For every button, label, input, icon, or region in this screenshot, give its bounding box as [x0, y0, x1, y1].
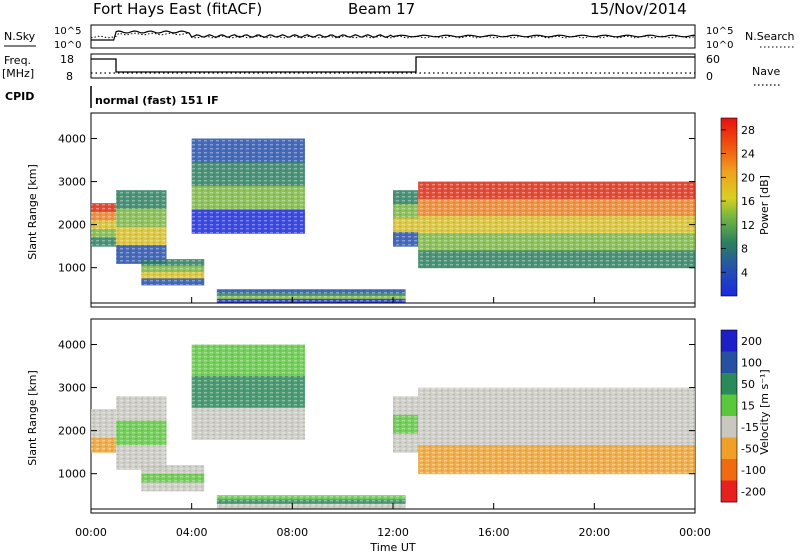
velocity-region-2-texture: [141, 465, 205, 491]
nsky-tick-bottom-left: 10^0: [54, 40, 81, 51]
power-colorbar-label: Power [dB]: [758, 175, 771, 235]
velocity-cb-block-0: [721, 330, 737, 352]
velocity-ytick-label-2: 3000: [58, 382, 86, 395]
nsky-tick-bottom-right: 10^0: [706, 40, 733, 51]
beam-label: Beam 17: [348, 0, 415, 18]
velocity-colorbar-ticks: 200 100 50 15 -15 -50 -100 -200: [741, 335, 766, 499]
time-tick-label-4: 16:00: [478, 526, 510, 539]
velocity-cb-label-6: -100: [741, 464, 766, 477]
power-colorbar-ticks: 4 8 12 16 20 24 28: [721, 124, 755, 279]
power-cb-label-0: 4: [741, 266, 748, 279]
nave-tick-60: 60: [706, 53, 720, 66]
velocity-cb-block-7: [721, 480, 737, 503]
velocity-ylabel: Slant Range [km]: [26, 370, 39, 466]
velocity-cb-block-2: [721, 373, 737, 395]
freq-tick-18: 18: [60, 53, 74, 66]
power-cb-label-2: 12: [741, 219, 755, 232]
power-cb-label-5: 24: [741, 148, 755, 161]
velocity-ytick-label-1: 2000: [58, 425, 86, 438]
velocity-region-4-texture: [216, 495, 406, 509]
nsearch-label: N.Search: [745, 30, 795, 43]
velocity-region-6-texture: [418, 387, 695, 474]
power-cb-label-3: 16: [741, 195, 755, 208]
power-region-1-texture: [116, 190, 167, 264]
velocity-cb-label-0: 200: [741, 335, 762, 348]
velocity-cb-label-4: -15: [741, 421, 759, 434]
nave-tick-0: 0: [706, 70, 713, 83]
velocity-cb-block-5: [721, 437, 737, 460]
power-x-ticks: [90, 297, 696, 303]
power-region-5-texture: [393, 190, 419, 247]
power-region-3-texture: [191, 138, 305, 234]
velocity-cb-label-7: -200: [741, 485, 766, 498]
power-ytick-label-3: 4000: [58, 133, 86, 146]
freq-unit: [MHz]: [2, 67, 34, 80]
power-cb-label-1: 8: [741, 243, 748, 256]
time-axis-title: Time UT: [369, 541, 415, 554]
velocity-cb-label-1: 100: [741, 356, 762, 369]
velocity-colorbar-label: Velocity [m s⁻¹]: [758, 369, 771, 454]
time-tick-label-1: 04:00: [176, 526, 208, 539]
cpid-label: CPID: [5, 90, 34, 103]
cpid-text: normal (fast) 151 IF: [95, 94, 219, 107]
velocity-ytick-label-0: 1000: [58, 468, 86, 481]
velocity-cb-label-2: 50: [741, 378, 755, 391]
nsky-line: [91, 30, 696, 41]
velocity-ytick-label-3: 4000: [58, 339, 86, 352]
velocity-cb-block-6: [721, 459, 737, 481]
velocity-cb-label-3: 15: [741, 399, 755, 412]
time-tick-label-5: 20:00: [578, 526, 610, 539]
velocity-cb-block-3: [721, 394, 737, 417]
velocity-cb-block-4: [721, 416, 737, 438]
power-y-axis: 1000 2000 3000 4000: [58, 133, 695, 275]
time-tick-label-2: 08:00: [276, 526, 308, 539]
time-tick-label-0: 00:00: [75, 526, 107, 539]
power-colorbar: [720, 117, 738, 297]
velocity-heatmap: [91, 344, 695, 509]
station-title: Fort Hays East (fitACF): [93, 0, 262, 18]
nsky-label: N.Sky: [4, 30, 36, 43]
power-cb-label-4: 20: [741, 171, 755, 184]
velocity-colorbar: [720, 329, 738, 503]
velocity-cb-block-1: [721, 351, 737, 374]
nsearch-line: [90, 32, 696, 39]
power-ylabel: Slant Range [km]: [26, 164, 39, 260]
freq-label: Freq.: [4, 54, 31, 67]
velocity-region-1-texture: [116, 396, 167, 470]
nsky-panel: [90, 24, 696, 49]
freq-tick-8: 8: [66, 70, 73, 83]
velocity-cb-frame: [720, 329, 738, 503]
time-tick-label-6: 00:00: [679, 526, 711, 539]
nsky-tick-top-right: 10^5: [706, 26, 733, 37]
velocity-y-axis: 1000 2000 3000 4000: [58, 339, 695, 481]
freq-step-line: [91, 56, 695, 73]
power-ytick-label-0: 1000: [58, 262, 86, 275]
velocity-region-5-texture: [393, 396, 419, 453]
power-ytick-label-2: 3000: [58, 176, 86, 189]
power-region-2-texture: [141, 259, 205, 285]
power-cb-label-6: 28: [741, 124, 755, 137]
power-region-4-texture: [216, 289, 406, 303]
velocity-region-3-texture: [191, 344, 305, 440]
power-region-6-texture: [418, 181, 695, 268]
date-label: 15/Nov/2014: [590, 0, 687, 18]
nave-label: Nave: [752, 65, 780, 78]
power-ytick-label-1: 2000: [58, 219, 86, 232]
time-axis-labels: 00:00 04:00 08:00 12:00 16:00 20:00 00:00: [75, 526, 711, 539]
time-tick-label-3: 12:00: [377, 526, 409, 539]
nsky-tick-top-left: 10^5: [54, 26, 81, 37]
velocity-cb-label-5: -50: [741, 442, 759, 455]
velocity-x-ticks: [90, 503, 696, 509]
freq-panel: [90, 53, 696, 79]
